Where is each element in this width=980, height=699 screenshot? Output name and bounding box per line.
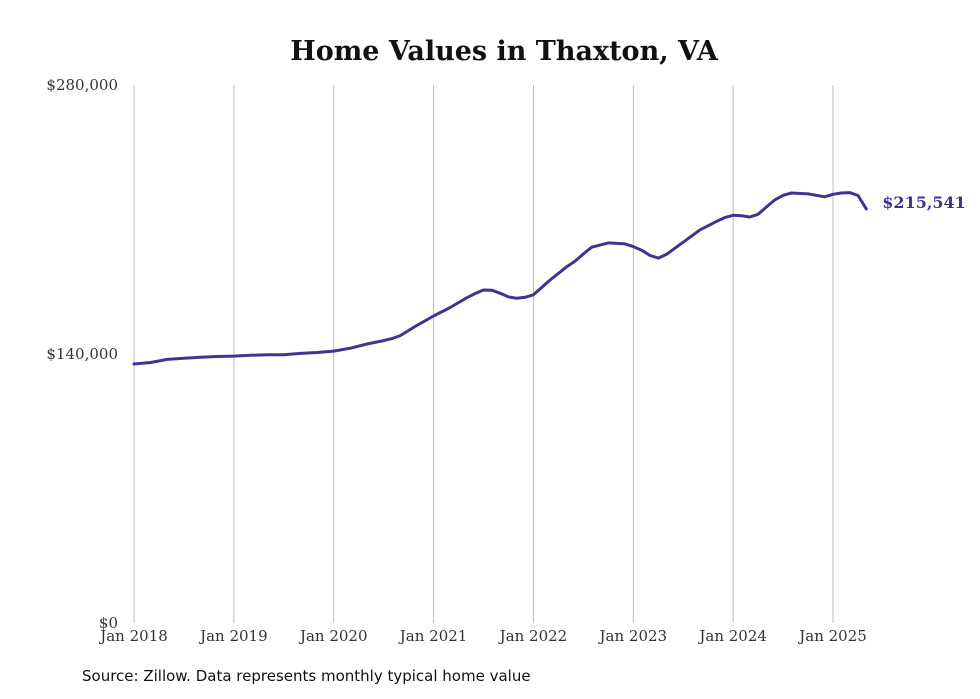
- y-axis-ticks: $0 $140,000 $280,000: [46, 76, 118, 632]
- x-axis-ticks: Jan 2018 Jan 2019 Jan 2020 Jan 2021 Jan 2022…: [98, 627, 867, 645]
- end-value-label: $215,541: [882, 193, 966, 212]
- y-tick-label: $0: [99, 614, 118, 632]
- x-tick-label: Jan 2018: [98, 627, 168, 645]
- home-value-line: [132, 191, 868, 366]
- x-tick-label: Jan 2020: [298, 627, 368, 645]
- y-tick-label: $140,000: [46, 345, 118, 363]
- x-tick-label: Jan 2025: [797, 627, 867, 645]
- x-tick-label: Jan 2019: [198, 627, 268, 645]
- x-tick-label: Jan 2023: [598, 627, 668, 645]
- x-tick-label: Jan 2021: [398, 627, 468, 645]
- x-tick-label: Jan 2024: [697, 627, 767, 645]
- source-note: Source: Zillow. Data represents monthly …: [82, 667, 531, 685]
- chart-title: Home Values in Thaxton, VA: [290, 36, 719, 67]
- gridlines: [133, 85, 834, 623]
- x-tick-label: Jan 2022: [498, 627, 568, 645]
- y-tick-label: $280,000: [46, 76, 118, 94]
